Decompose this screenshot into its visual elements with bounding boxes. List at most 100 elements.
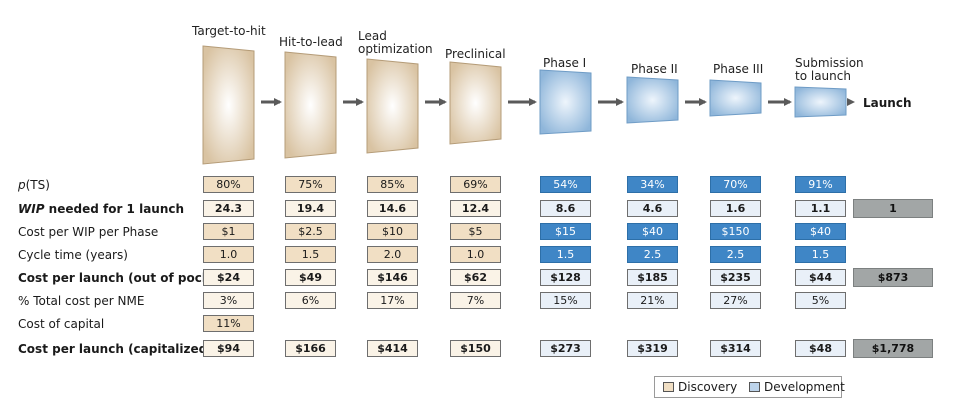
stage-label-7: Phase III xyxy=(713,62,764,76)
cell-r8-c5: $273 xyxy=(540,340,591,357)
cell-r5-c4: $62 xyxy=(450,269,501,286)
total-cell-r5: $873 xyxy=(853,268,933,287)
cell-r6-c4: 7% xyxy=(450,292,501,309)
cell-r8-c6: $319 xyxy=(627,340,678,357)
pipeline-funnel-diagram xyxy=(202,45,847,165)
row-label-text: (TS) xyxy=(25,178,50,192)
cell-r6-c1: 3% xyxy=(203,292,254,309)
legend-discovery-label: Discovery xyxy=(678,380,738,394)
cell-r4-c4: 1.0 xyxy=(450,246,501,263)
stage-label-2: Hit-to-lead xyxy=(279,35,343,49)
row-label-text: needed for 1 launch xyxy=(44,202,185,216)
development-swatch xyxy=(749,382,760,392)
cell-r5-c5: $128 xyxy=(540,269,591,286)
cell-r6-c5: 15% xyxy=(540,292,591,309)
row-label-4: Cycle time (years) xyxy=(18,247,128,263)
cell-r6-c8: 5% xyxy=(795,292,846,309)
stage-shape-8 xyxy=(794,86,847,118)
cell-r4-c3: 2.0 xyxy=(367,246,418,263)
cell-r5-c7: $235 xyxy=(710,269,761,286)
cell-r1-c4: 69% xyxy=(450,176,501,193)
row-label-1: p(TS) xyxy=(18,177,50,193)
cell-r3-c8: $40 xyxy=(795,223,846,240)
cell-r8-c4: $150 xyxy=(450,340,501,357)
cell-r3-c1: $1 xyxy=(203,223,254,240)
cell-r6-c7: 27% xyxy=(710,292,761,309)
legend: Discovery Development xyxy=(654,376,845,398)
cell-r8-c7: $314 xyxy=(710,340,761,357)
cell-r3-c2: $2.5 xyxy=(285,223,336,240)
cell-r5-c3: $146 xyxy=(367,269,418,286)
cell-r7-c1: 11% xyxy=(203,315,254,332)
legend-development-label: Development xyxy=(764,380,845,394)
stage-shape-4 xyxy=(449,61,502,145)
cell-r1-c8: 91% xyxy=(795,176,846,193)
cell-r3-c4: $5 xyxy=(450,223,501,240)
cell-r2-c1: 24.3 xyxy=(203,200,254,217)
row-label-text: % Total cost per NME xyxy=(18,294,145,308)
stage-label-8: Submission to launch xyxy=(795,56,864,83)
stage-shape-2 xyxy=(284,51,337,159)
row-label-3: Cost per WIP per Phase xyxy=(18,224,158,240)
cell-r4-c1: 1.0 xyxy=(203,246,254,263)
cell-r5-c8: $44 xyxy=(795,269,846,286)
stage-shape-7 xyxy=(709,79,762,117)
row-label-prefix: WIP xyxy=(18,202,45,216)
cell-r5-c2: $49 xyxy=(285,269,336,286)
stage-label-5: Phase I xyxy=(543,56,587,70)
row-label-text: Cost per launch (capitalized) xyxy=(18,342,213,356)
row-label-prefix: p xyxy=(18,178,26,192)
stage-shape-6 xyxy=(626,76,679,124)
cell-r6-c6: 21% xyxy=(627,292,678,309)
cell-r1-c2: 75% xyxy=(285,176,336,193)
cell-r2-c4: 12.4 xyxy=(450,200,501,217)
cell-r2-c2: 19.4 xyxy=(285,200,336,217)
row-label-text: Cost per launch (out of pocket) xyxy=(18,271,229,285)
cell-r4-c8: 1.5 xyxy=(795,246,846,263)
stage-label-6: Phase II xyxy=(631,62,678,76)
cell-r1-c3: 85% xyxy=(367,176,418,193)
total-cell-r2: 1 xyxy=(853,199,933,218)
cell-r2-c6: 4.6 xyxy=(627,200,678,217)
launch-label: Launch xyxy=(863,96,912,110)
row-label-6: % Total cost per NME xyxy=(18,293,144,309)
row-label-text: Cost per WIP per Phase xyxy=(18,225,159,239)
cell-r6-c3: 17% xyxy=(367,292,418,309)
cell-r2-c7: 1.6 xyxy=(710,200,761,217)
cell-r2-c8: 1.1 xyxy=(795,200,846,217)
cell-r1-c7: 70% xyxy=(710,176,761,193)
discovery-swatch xyxy=(663,382,674,392)
cell-r3-c6: $40 xyxy=(627,223,678,240)
stage-shape-3 xyxy=(366,58,419,154)
cell-r1-c1: 80% xyxy=(203,176,254,193)
row-label-text: Cycle time (years) xyxy=(18,248,128,262)
cell-r4-c6: 2.5 xyxy=(627,246,678,263)
row-label-7: Cost of capital xyxy=(18,316,104,332)
cell-r3-c7: $150 xyxy=(710,223,761,240)
cell-r1-c5: 54% xyxy=(540,176,591,193)
cell-r8-c1: $94 xyxy=(203,340,254,357)
cell-r8-c2: $166 xyxy=(285,340,336,357)
cell-r3-c3: $10 xyxy=(367,223,418,240)
row-label-text: Cost of capital xyxy=(18,317,105,331)
total-cell-r8: $1,778 xyxy=(853,339,933,358)
stage-label-3: Lead optimization xyxy=(358,29,433,56)
row-label-8: Cost per launch (capitalized) xyxy=(18,341,213,357)
cell-r4-c2: 1.5 xyxy=(285,246,336,263)
row-label-5: Cost per launch (out of pocket) xyxy=(18,270,229,286)
row-label-2: WIP needed for 1 launch xyxy=(18,201,184,217)
cell-r8-c3: $414 xyxy=(367,340,418,357)
cell-r1-c6: 34% xyxy=(627,176,678,193)
cell-r5-c6: $185 xyxy=(627,269,678,286)
cell-r2-c5: 8.6 xyxy=(540,200,591,217)
stage-label-4: Preclinical xyxy=(445,47,506,61)
cell-r8-c8: $48 xyxy=(795,340,846,357)
cell-r4-c5: 1.5 xyxy=(540,246,591,263)
cell-r5-c1: $24 xyxy=(203,269,254,286)
cell-r2-c3: 14.6 xyxy=(367,200,418,217)
cell-r6-c2: 6% xyxy=(285,292,336,309)
stage-shape-5 xyxy=(539,69,592,135)
cell-r3-c5: $15 xyxy=(540,223,591,240)
cell-r4-c7: 2.5 xyxy=(710,246,761,263)
stage-shape-1 xyxy=(202,45,255,165)
